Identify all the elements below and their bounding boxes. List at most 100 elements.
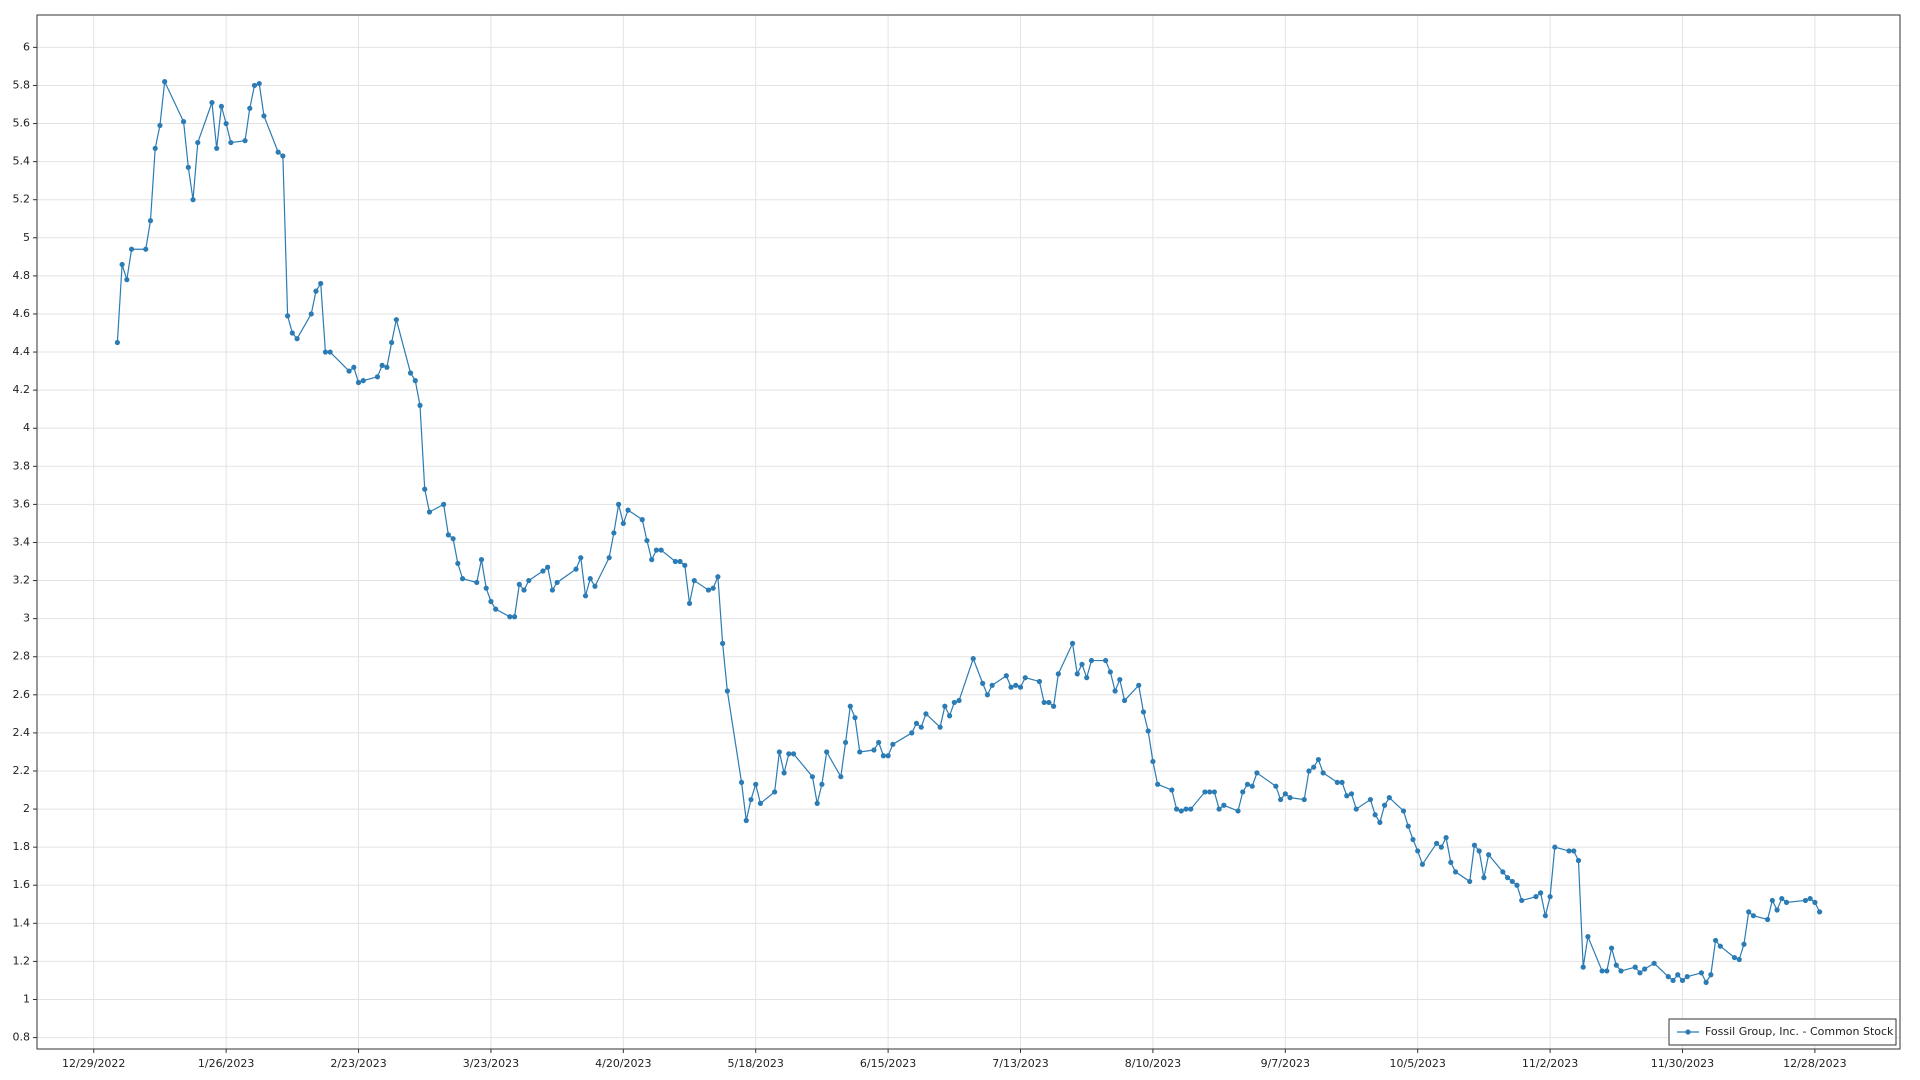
data-point: [578, 555, 584, 561]
data-point: [455, 560, 461, 567]
data-point: [483, 585, 489, 591]
data-point: [521, 587, 527, 593]
y-tick-label: 2.8: [13, 650, 31, 663]
data-point: [540, 568, 546, 574]
data-point: [790, 751, 797, 757]
data-point: [913, 720, 920, 726]
data-point: [1155, 781, 1161, 787]
data-point: [313, 288, 319, 294]
data-point: [242, 138, 248, 144]
y-tick-label: 3.6: [13, 497, 31, 510]
data-point: [526, 577, 532, 584]
legend-marker: [1685, 1029, 1691, 1035]
x-tick-label: 11/30/2023: [1651, 1057, 1714, 1070]
data-point: [980, 680, 986, 686]
data-point: [478, 557, 485, 563]
y-tick-label: 1.6: [13, 878, 31, 891]
data-point: [606, 555, 612, 561]
data-point: [984, 692, 991, 698]
data-point: [809, 774, 816, 780]
data-point: [937, 724, 943, 730]
data-point: [1372, 812, 1378, 818]
data-point: [1670, 977, 1676, 984]
data-point: [190, 197, 196, 203]
data-point: [393, 317, 399, 323]
data-point: [228, 139, 234, 146]
data-point: [407, 370, 414, 376]
data-point: [1604, 968, 1610, 974]
data-point: [989, 682, 995, 688]
data-point: [1679, 977, 1686, 984]
data-point: [1538, 890, 1544, 896]
data-point: [1642, 966, 1648, 972]
y-tick-label: 6: [23, 40, 30, 53]
data-point: [459, 576, 466, 582]
data-point: [384, 364, 390, 370]
data-point: [289, 330, 295, 336]
data-point: [1036, 678, 1043, 685]
data-point: [1637, 970, 1643, 976]
y-tick-label: 3: [23, 612, 30, 625]
data-point: [592, 583, 598, 589]
data-point: [412, 378, 418, 384]
data-point: [677, 558, 683, 565]
data-point: [1708, 972, 1714, 978]
data-point: [890, 741, 896, 747]
data-point: [649, 557, 655, 563]
data-point: [956, 697, 962, 704]
y-tick-label: 1: [23, 992, 30, 1005]
data-point: [1377, 819, 1383, 825]
data-point: [389, 339, 395, 346]
x-tick-label: 7/13/2023: [992, 1057, 1048, 1070]
data-point: [625, 507, 631, 513]
data-point: [1765, 916, 1771, 923]
data-point: [1277, 796, 1284, 803]
data-point: [1750, 913, 1757, 919]
data-point: [1651, 960, 1657, 966]
data-point: [682, 562, 688, 568]
data-point: [1003, 673, 1009, 679]
data-point: [814, 800, 820, 806]
data-point: [417, 402, 423, 408]
y-tick-label: 5.4: [13, 155, 31, 168]
data-point: [147, 218, 154, 224]
data-point: [1575, 857, 1582, 864]
data-point: [157, 122, 163, 129]
data-point: [1145, 728, 1151, 734]
legend: Fossil Group, Inc. - Common Stock: [1668, 1018, 1897, 1046]
data-point: [1448, 859, 1454, 865]
data-point: [672, 558, 678, 565]
data-point: [909, 730, 915, 736]
data-point: [1051, 703, 1057, 709]
data-point: [1103, 657, 1109, 664]
data-point: [218, 103, 225, 110]
data-point: [114, 339, 120, 346]
data-point: [1717, 943, 1723, 949]
data-point: [1405, 823, 1411, 829]
y-tick-label: 1.4: [13, 916, 31, 929]
data-point: [1415, 848, 1421, 854]
data-point: [1188, 806, 1194, 812]
data-point: [1348, 791, 1355, 797]
data-point: [1585, 934, 1591, 940]
data-point: [1069, 640, 1076, 646]
data-point: [1438, 844, 1444, 850]
data-point: [355, 379, 362, 386]
data-point: [1542, 913, 1548, 919]
data-point: [1178, 808, 1184, 814]
data-point: [611, 530, 617, 536]
data-point: [942, 703, 948, 709]
x-tick-label: 8/10/2023: [1125, 1057, 1181, 1070]
x-tick-label: 12/28/2023: [1783, 1057, 1846, 1070]
data-point: [488, 598, 494, 605]
data-point: [1599, 968, 1605, 974]
data-point: [1419, 861, 1426, 867]
data-point: [1481, 875, 1487, 881]
data-point: [1802, 897, 1809, 904]
data-point: [1443, 835, 1449, 841]
data-point: [658, 547, 664, 553]
data-point: [705, 587, 712, 593]
y-tick-label: 3.8: [13, 459, 31, 472]
data-point: [351, 364, 357, 370]
